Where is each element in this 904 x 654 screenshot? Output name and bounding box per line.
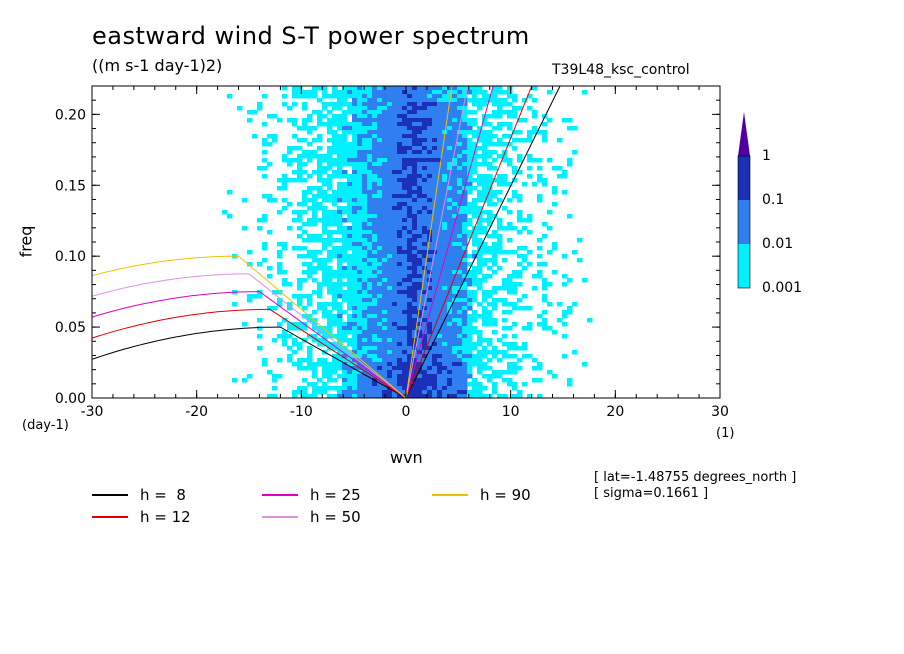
kelvin-curve-3 (405, 85, 469, 399)
colorbar-segment (738, 200, 750, 244)
colorbar (737, 112, 751, 289)
colorbar-segment (738, 156, 750, 200)
kelvin-curve-2 (405, 85, 494, 399)
legend-item: h = 25 (262, 486, 361, 504)
colorbar-label: 1 (762, 148, 771, 164)
colorbar-label: 0.001 (762, 280, 803, 296)
run-label: T39L48_ksc_control (552, 62, 690, 78)
legend-item: h = 90 (432, 486, 531, 504)
y-tick-label: 0.10 (55, 249, 86, 265)
colorbar-top-arrow (738, 112, 750, 156)
x-tick-label: 30 (711, 404, 729, 420)
y-tick-label: 0.20 (55, 107, 86, 123)
legend-item: h = 50 (262, 508, 361, 526)
x-tick-label: -10 (290, 404, 313, 420)
westward-curve-2 (91, 291, 407, 399)
y-tick-label: 0.15 (55, 178, 86, 194)
legend-item: h = 8 (92, 486, 186, 504)
kelvin-curve-0 (405, 85, 561, 399)
westward-curve-0 (91, 326, 407, 399)
y-tick-label: 0.05 (55, 320, 86, 336)
y-unit-label: (day-1) (22, 418, 69, 433)
legend-label: h = 50 (310, 508, 361, 526)
legend-label: h = 12 (140, 508, 191, 526)
y-tick-label: 0.00 (55, 391, 86, 407)
legend-item: h = 12 (92, 508, 191, 526)
westward-curve-3 (91, 273, 407, 399)
colorbar-label: 0.1 (762, 192, 785, 208)
legend-label: h = 90 (480, 486, 531, 504)
legend-swatch (432, 494, 468, 496)
colorbar-border (737, 155, 751, 289)
x-axis-label: wvn (390, 448, 423, 467)
x-unit-label: (1) (716, 426, 735, 441)
colorbar-segment (738, 244, 750, 288)
legend-swatch (262, 516, 298, 518)
legend-label: h = 25 (310, 486, 361, 504)
kelvin-curve-4 (405, 85, 453, 399)
dispersion-curves (91, 85, 561, 399)
x-tick-label: -30 (81, 404, 104, 420)
x-tick-label: 20 (606, 404, 624, 420)
x-tick-label: 0 (402, 404, 411, 420)
x-tick-label: 10 (502, 404, 520, 420)
latitude-info: [ lat=-1.48755 degrees_north ] (594, 470, 797, 485)
colorbar-label: 0.01 (762, 236, 794, 252)
legend-label: h = 8 (140, 486, 186, 504)
legend-swatch (92, 516, 128, 518)
legend-swatch (92, 494, 128, 496)
sigma-info: [ sigma=0.1661 ] (594, 486, 709, 501)
kelvin-curve-1 (405, 85, 533, 399)
units-label: ((m s-1 day-1)2) (92, 56, 223, 75)
westward-curve-4 (91, 255, 407, 399)
axis-ticks: -30 -20 -10 0 10 20 30 0.00 0.05 0.10 0.15 0.20 (55, 85, 729, 420)
x-tick-label: -20 (185, 404, 208, 420)
westward-curve-1 (91, 308, 407, 399)
legend-swatch (262, 494, 298, 496)
chart-title: eastward wind S-T power spectrum (92, 22, 530, 50)
